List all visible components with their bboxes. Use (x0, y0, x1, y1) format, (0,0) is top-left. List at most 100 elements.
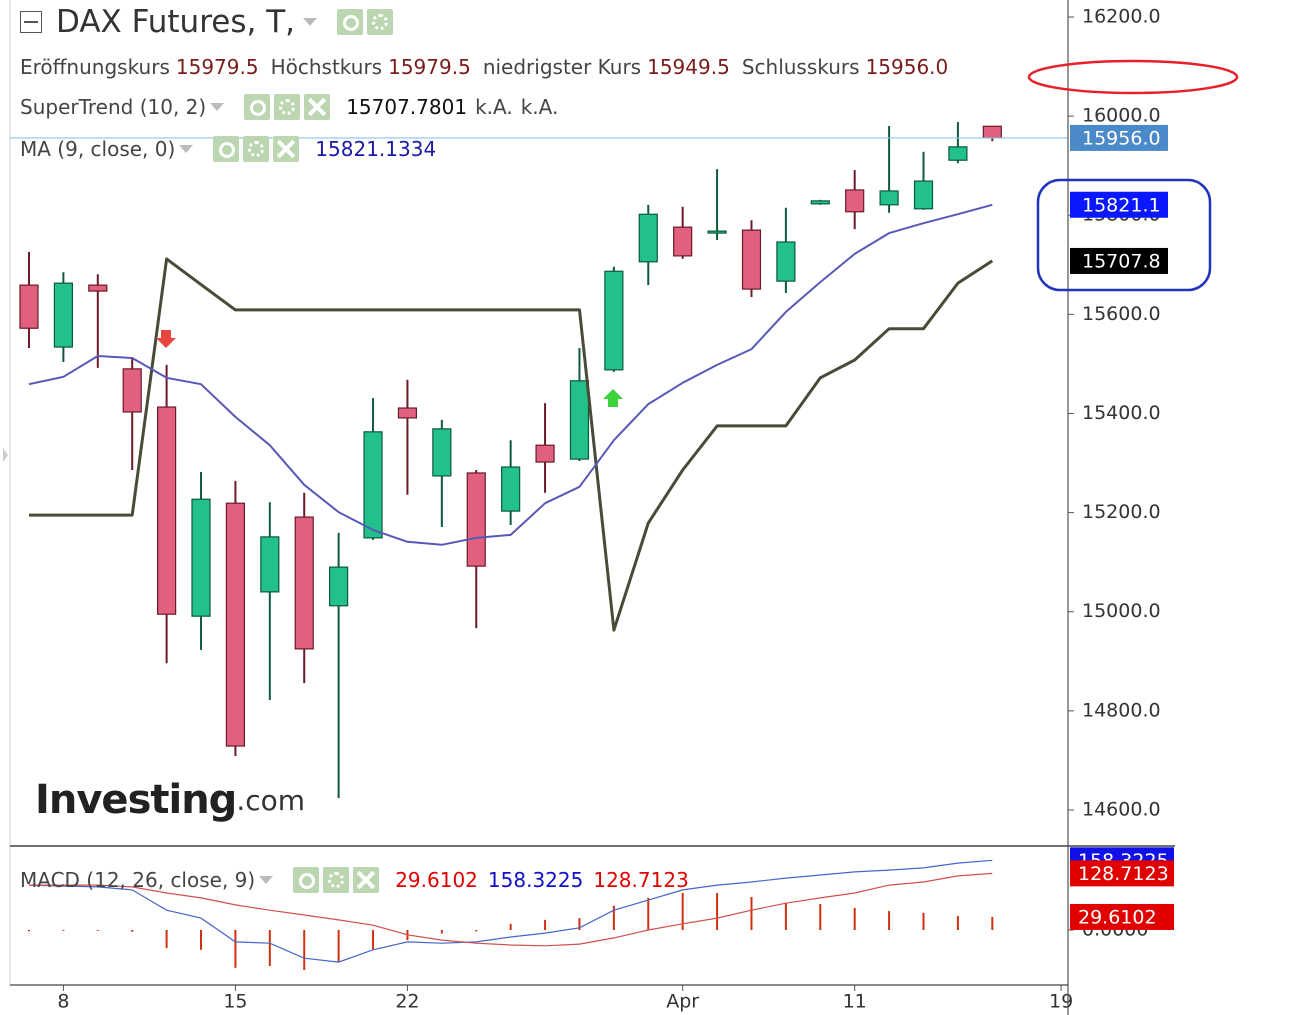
indicator-value: k.A. (520, 95, 559, 119)
indicator-line (29, 257, 994, 632)
visibility-icon[interactable] (337, 9, 363, 35)
candle-body (741, 229, 762, 290)
candle-body (569, 380, 590, 460)
settings-icon[interactable] (243, 136, 270, 162)
ohlc-value: 15956.0 (865, 55, 949, 79)
candle-body (535, 444, 555, 463)
dropdown[interactable] (303, 18, 317, 26)
settings-icon[interactable] (274, 94, 301, 120)
sell-signal-arrow (156, 330, 176, 348)
price-label: 15956.0 (1082, 127, 1161, 149)
y-tick-label: 14600.0 (1082, 798, 1161, 820)
candle-body (225, 502, 246, 747)
macd-line (28, 859, 993, 963)
candle-body (466, 472, 486, 567)
y-tick-label: 15200.0 (1082, 501, 1161, 523)
candle-body (913, 180, 934, 210)
y-tick-label: 16000.0 (1082, 105, 1161, 127)
x-tick-label: 11 (843, 991, 867, 1013)
macd-plot (27, 859, 994, 971)
visibility-icon[interactable] (244, 94, 271, 120)
close-icon[interactable] (304, 94, 331, 120)
x-tick-label: 19 (1049, 991, 1073, 1013)
indicator-value: 15821.1334 (315, 137, 437, 161)
candle-body (638, 213, 658, 263)
close-icon[interactable] (353, 867, 380, 893)
y-tick-label: 15000.0 (1082, 600, 1161, 622)
time-axis: 8 15 22 Apr 11 19 (57, 985, 1073, 1013)
candle-body (673, 226, 693, 257)
indicator-value: 15707.7801 (346, 95, 468, 119)
y-tick-label: 14800.0 (1082, 699, 1161, 721)
indicator-name: SuperTrend (10, 2) (20, 95, 207, 119)
candle-body (53, 282, 73, 348)
watermark-suffix: .com (236, 784, 305, 817)
price-label: 15821.1 (1082, 194, 1161, 216)
candle-body (707, 230, 727, 234)
price-label: 29.6102 (1078, 906, 1157, 928)
macd-legend-value: 29.6102 (395, 868, 478, 892)
indicator-name: MA (9, close, 0) (20, 137, 176, 161)
macd-legend-value: 128.7123 (593, 868, 689, 892)
ma-row: MA (9, close, 0) 15821.1334 (20, 136, 444, 162)
visibility-icon[interactable] (293, 867, 320, 893)
price-label-box (1070, 191, 1168, 218)
candle-body (260, 536, 280, 593)
indicator-value: k.A. (475, 95, 513, 119)
price-label: 15707.8 (1082, 250, 1161, 272)
macd-line (29, 872, 993, 947)
macd-legend-value: 158.3225 (487, 868, 584, 892)
indicator-name: MACD (12, 26, close, 9) (20, 868, 256, 892)
candle-body (776, 241, 796, 282)
ohlc-row: Eröffnungskurs 15979.5 Höchstkurs 15979.5 ni… (20, 55, 960, 79)
macd-row: MACD (12, 26, close, 9) 29.6102 158.3225 1… (20, 867, 699, 893)
x-tick-label: Apr (666, 991, 699, 1013)
candle-body (879, 190, 899, 206)
candle-body (982, 125, 1002, 139)
indicator-line (28, 203, 993, 546)
candle-body (19, 284, 39, 329)
candle-body (604, 270, 624, 371)
price-label-box (1070, 124, 1168, 151)
watermark: Investing.com (35, 777, 305, 823)
price-label-box (1070, 903, 1174, 930)
dropdown[interactable] (179, 145, 194, 153)
chart-title: DAX Futures, T, (56, 4, 295, 40)
title-row: DAX Futures, T, (20, 4, 397, 40)
candle-body (501, 466, 521, 512)
y-tick-label: 15400.0 (1082, 402, 1161, 424)
price-axis: 14600.0 14800.0 15000.0 15200.0 15400.0 15600… (1068, 5, 1168, 820)
visibility-icon[interactable] (213, 136, 240, 162)
collapse-button[interactable] (20, 11, 42, 33)
ohlc-label: Höchstkurs (270, 55, 383, 79)
ohlc-label: Eröffnungskurs (20, 55, 170, 79)
x-tick-label: 8 (57, 991, 69, 1013)
x-tick-label: 15 (223, 991, 247, 1013)
dropdown[interactable] (259, 876, 274, 884)
ohlc-value: 15949.5 (647, 55, 730, 79)
candle-body (88, 284, 108, 292)
y-tick-label: 16200.0 (1082, 5, 1161, 27)
candle-body (363, 431, 383, 539)
ohlc-label: Schlusskurs (741, 55, 860, 79)
candle-body (157, 406, 177, 615)
dropdown[interactable] (210, 103, 225, 111)
candle-body (810, 200, 830, 205)
price-label: 128.7123 (1078, 863, 1169, 885)
candle-body (432, 428, 452, 477)
close-icon[interactable] (273, 136, 300, 162)
candle-body (191, 498, 211, 617)
supertrend-row: SuperTrend (10, 2) 15707.7801 k.A. k.A. (20, 94, 566, 120)
x-tick-label: 22 (395, 991, 419, 1013)
settings-icon[interactable] (367, 9, 393, 35)
candle-body (948, 146, 968, 161)
price-plot (10, 122, 1068, 799)
annotation-box (1036, 178, 1212, 292)
settings-icon[interactable] (323, 867, 350, 893)
ohlc-label: niedrigster Kurs (482, 55, 642, 79)
y-tick-label: 15600.0 (1082, 303, 1161, 325)
ohlc-value: 15979.5 (175, 55, 259, 79)
